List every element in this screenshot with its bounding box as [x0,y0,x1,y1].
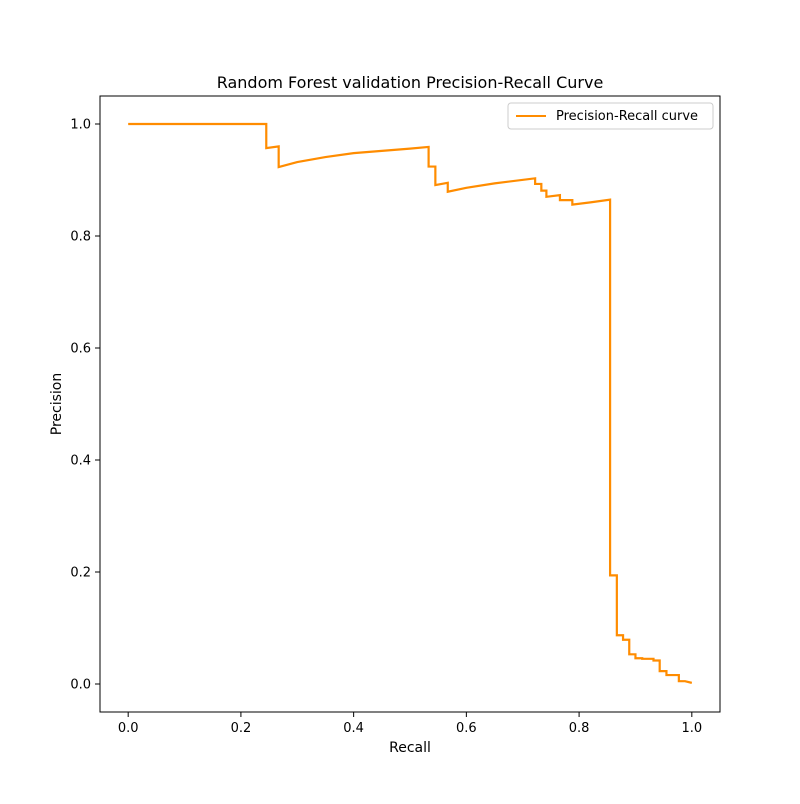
chart-title: Random Forest validation Precision-Recal… [217,73,604,92]
y-axis-label: Precision [49,373,65,435]
legend-box [507,102,714,130]
x-tick-label: 0.6 [456,721,477,736]
y-tick-label: 0.6 [70,342,91,357]
x-tick-label: 0.4 [343,721,364,736]
y-tick-label: 1.0 [70,118,91,133]
x-tick-label: 0.2 [231,721,252,736]
series-layer [128,122,693,684]
legend: Precision-Recall curve [507,102,714,130]
plot-area-frame [99,95,721,713]
x-axis: 0.0 0.2 0.4 0.6 0.8 1.0 [118,712,702,736]
x-tick-label: 0.0 [118,721,139,736]
series-line-precision-recall [128,122,693,684]
y-tick-label: 0.4 [70,454,91,469]
y-tick-label: 0.2 [70,566,91,581]
x-tick-label: 0.8 [569,721,590,736]
y-axis: 0.0 0.2 0.4 0.6 0.8 1.0 [70,118,100,693]
y-tick-label: 0.0 [70,678,91,693]
x-axis-label: Recall [389,740,431,756]
y-tick-label: 0.8 [70,230,91,245]
legend-label-precision-recall: Precision-Recall curve [556,109,698,124]
x-tick-label: 1.0 [681,721,702,736]
